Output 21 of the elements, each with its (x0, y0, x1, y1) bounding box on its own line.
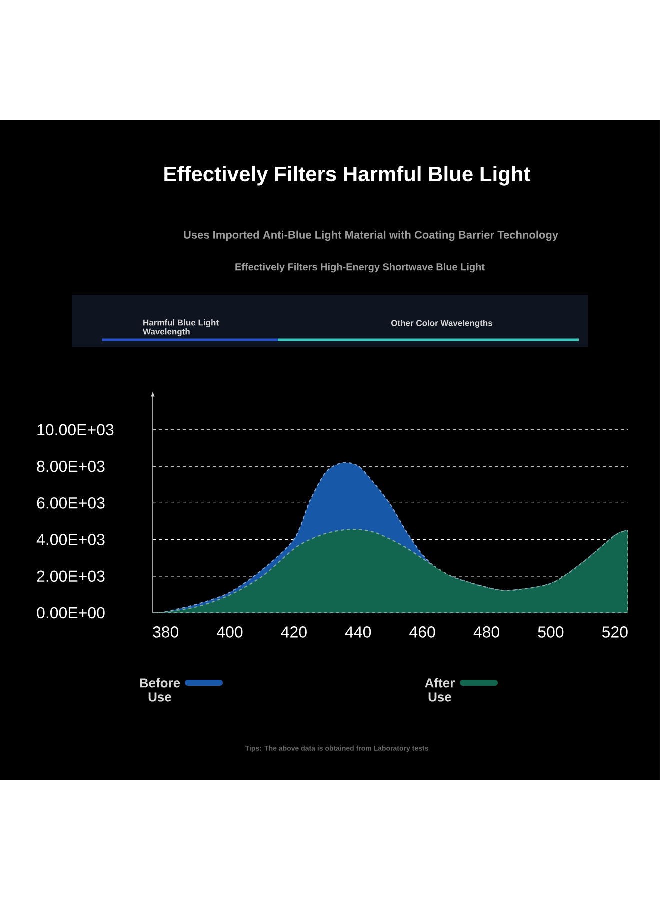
y-tick-label: 10.00E+03 (38, 424, 114, 436)
y-tick-label: 0.00E+00 (37, 607, 105, 619)
x-tick-label: 380 (153, 626, 179, 638)
x-tick-label: 520 (602, 626, 628, 638)
x-tick-label: 480 (474, 626, 500, 638)
y-tick-label: 6.00E+03 (37, 498, 105, 509)
y-tick-label: 2.00E+03 (37, 570, 105, 582)
x-tick-label: 440 (345, 626, 372, 638)
text: Other Color Wavelengths (391, 320, 492, 328)
text: Effectively Filters High-Energy Shortwave Blue Light (236, 263, 485, 273)
x-tick-label: 460 (410, 626, 436, 638)
legend-label: Before Use (140, 678, 180, 702)
y-tick-label: 4.00E+03 (36, 534, 105, 546)
x-tick-label: 500 (538, 626, 564, 638)
chart-subtitle: Uses Imported Anti-Blue Light Material with Coating Barrier Technology (184, 230, 558, 242)
legend-label: After Use (425, 678, 455, 702)
y-tick-label: 8.00E+03 (37, 460, 105, 472)
x-tick-label: 400 (217, 626, 243, 638)
x-tick-label: 420 (281, 626, 307, 638)
chart-title: Effectively Filters Harmful Blue Light (164, 166, 531, 186)
text: Harmful Blue Light Wavelength (143, 320, 219, 336)
